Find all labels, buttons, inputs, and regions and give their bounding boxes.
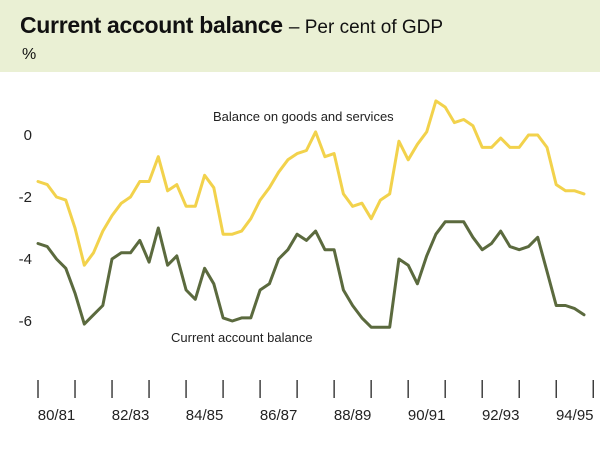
x-tick-label: 92/93 [482,407,520,424]
x-tick-label: 88/89 [334,407,372,424]
y-tick-label: -2 [19,189,32,206]
chart-title-text: Current account balance [20,12,283,38]
x-tick-label: 86/87 [260,407,298,424]
y-tick-label: -4 [19,251,32,268]
chart-svg: 0 -2 -4 -6 80/81 82/83 84/85 86/87 88/89 90/91 92/… [19,99,594,424]
x-tick-label: 84/85 [186,407,224,424]
y-tick-label: 0 [24,127,32,144]
x-tick-label: 94/95 [556,407,594,424]
annotation-goods-services: Balance on goods and services [213,109,394,124]
x-tick-label: 80/81 [38,407,76,424]
chart-subtitle: – Per cent of GDP [288,17,444,38]
x-tick-label: 90/91 [408,407,446,424]
chart-header: Current account balance – Per cent of GD… [0,0,600,72]
goods-services-line [36,99,586,267]
y-tick-label: -6 [19,313,32,330]
current-account-line [36,220,586,329]
plot-area: 0 -2 -4 -6 80/81 82/83 84/85 86/87 88/89 90/91 92/… [0,72,600,452]
annotation-current-account: Current account balance [171,330,313,345]
chart-title: Current account balance – Per cent of GD… [20,12,443,39]
x-tick-label: 82/83 [112,407,150,424]
y-axis-unit: % [22,46,37,63]
